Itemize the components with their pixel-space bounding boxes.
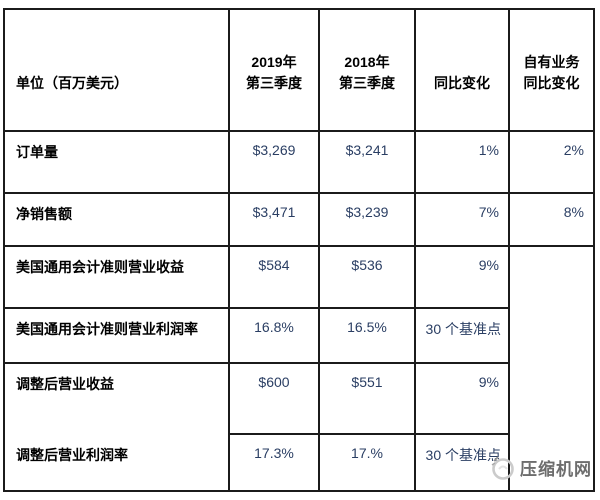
value-cell: 8% [508, 192, 595, 247]
col-header-yoy: 同比变化 [414, 8, 510, 132]
value-cell: 9% [414, 362, 510, 435]
table-row-adj-margin: 17.3% 17.% 30 个基准点 [4, 433, 594, 492]
value-cell: 30 个基准点 [414, 433, 510, 492]
value-cell: 30 个基准点 [414, 307, 510, 364]
value-cell: $536 [318, 245, 416, 309]
value-cell: $3,471 [228, 192, 320, 247]
financial-results-table: 单位（百万美元） 2019年 第三季度 2018年 第三季度 同比变化 自有业务… [3, 8, 595, 492]
value-cell: 16.8% [228, 307, 320, 364]
table-row-gaap-margin: 美国通用会计准则营业利润率 16.8% 16.5% 30 个基准点 [3, 307, 594, 364]
row-label: 订单量 [3, 130, 230, 194]
value-cell: 17.3% [228, 433, 320, 492]
value-cell: 17.% [318, 433, 416, 492]
value-cell: 9% [414, 245, 510, 309]
row-label: 调整后营业利润率 [16, 447, 128, 463]
compressor-site-logo-icon [489, 452, 517, 482]
value-cell: $3,239 [318, 192, 416, 247]
value-cell: $3,269 [228, 130, 320, 194]
row-label: 调整后营业收益 [16, 376, 114, 392]
table-row-gaap-income: 美国通用会计准则营业收益 $584 $536 9% [3, 245, 595, 492]
col-header-2019-q3: 2019年 第三季度 [228, 8, 320, 132]
merged-empty-organic-cell [508, 245, 595, 492]
unit-header-cell: 单位（百万美元） [3, 8, 230, 132]
table-row-adj-income: 调整后营业收益 调整后营业利润率 $600 $551 9% [3, 362, 594, 492]
value-cell: 16.5% [318, 307, 416, 364]
table-row-net-sales: 净销售额 $3,471 $3,239 7% 8% [3, 192, 595, 247]
watermark-text: 压缩机网 [520, 459, 592, 479]
value-cell: $584 [228, 245, 320, 309]
col-header-organic-yoy: 自有业务 同比变化 [508, 8, 595, 132]
watermark: 压缩机网 [489, 452, 592, 482]
value-cell: $551 [318, 362, 416, 435]
row-label: 美国通用会计准则营业利润率 [3, 307, 230, 364]
value-cell: 1% [414, 130, 510, 194]
value-cell: $3,241 [318, 130, 416, 194]
table-row-orders: 订单量 $3,269 $3,241 1% 2% [3, 130, 595, 194]
merged-adjusted-labels-cell: 调整后营业收益 调整后营业利润率 [3, 362, 230, 492]
value-cell: $600 [228, 362, 320, 435]
row-label: 美国通用会计准则营业收益 [3, 245, 230, 309]
header-row: 单位（百万美元） 2019年 第三季度 2018年 第三季度 同比变化 自有业务… [3, 8, 595, 132]
col-header-2018-q3: 2018年 第三季度 [318, 8, 416, 132]
value-cell: 7% [414, 192, 510, 247]
row-label: 净销售额 [3, 192, 230, 247]
value-cell: 2% [508, 130, 595, 194]
